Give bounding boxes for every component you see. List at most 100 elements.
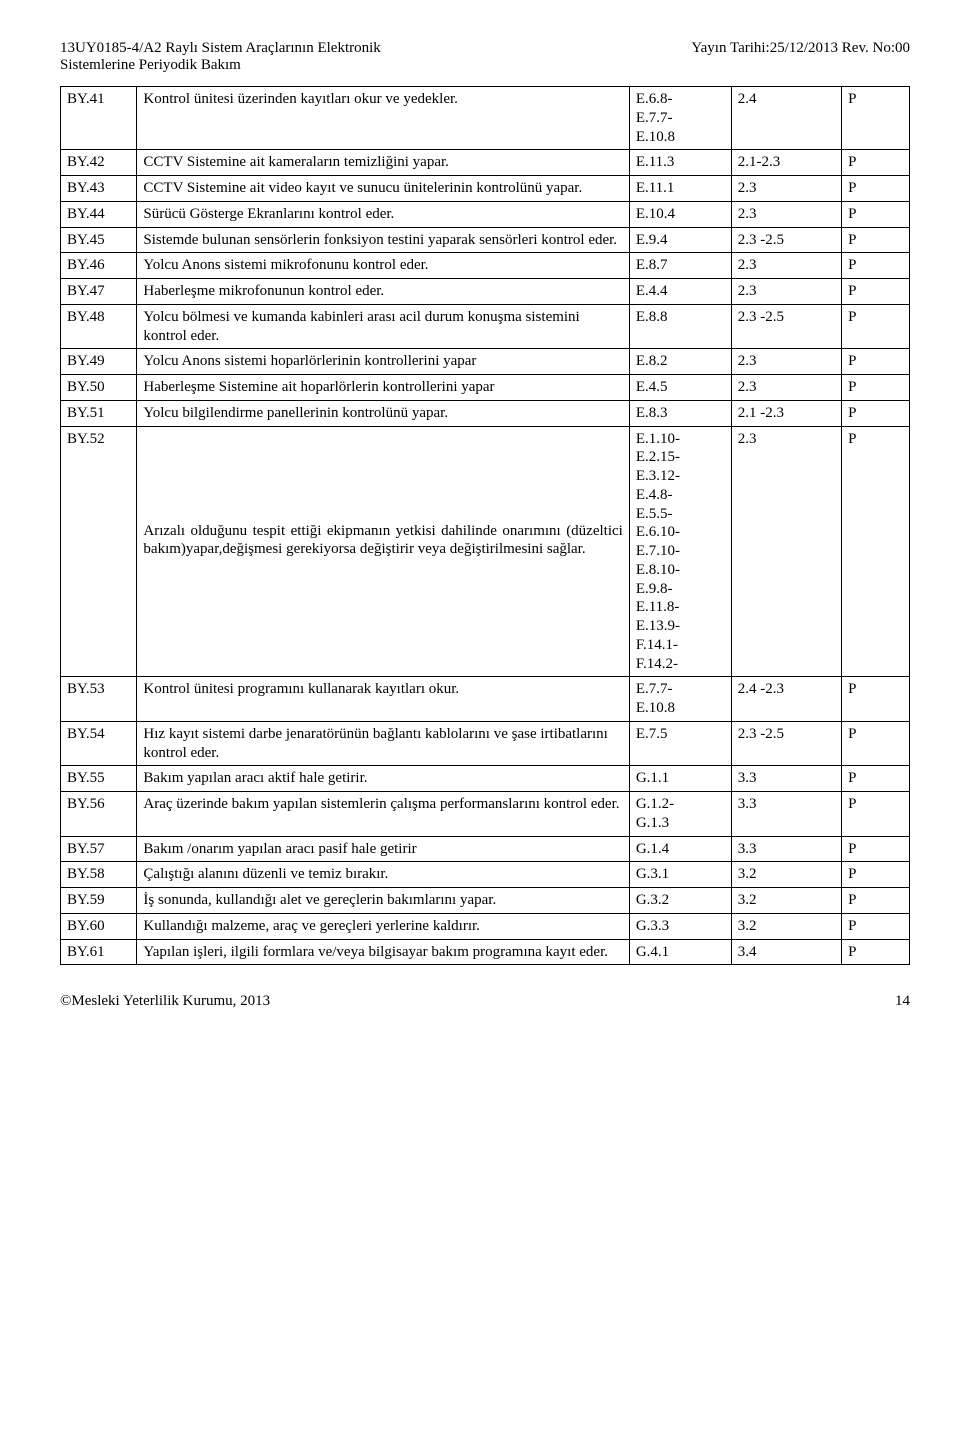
table-row: BY.47Haberleşme mikrofonunun kontrol ede… — [61, 279, 910, 305]
cell-desc: Yolcu Anons sistemi hoparlörlerinin kont… — [137, 349, 629, 375]
table-body: BY.41Kontrol ünitesi üzerinden kayıtları… — [61, 87, 910, 965]
page-header: 13UY0185-4/A2 Raylı Sistem Araçlarının E… — [60, 40, 910, 74]
cell-num: 2.3 — [731, 426, 841, 677]
table-row: BY.51Yolcu bilgilendirme panellerinin ko… — [61, 400, 910, 426]
cell-p: P — [842, 279, 910, 305]
header-left-line2: Sistemlerine Periyodik Bakım — [60, 57, 381, 74]
cell-num: 3.4 — [731, 939, 841, 965]
cell-num: 2.3 -2.5 — [731, 304, 841, 349]
main-table: BY.41Kontrol ünitesi üzerinden kayıtları… — [60, 86, 910, 965]
cell-num: 2.4 -2.3 — [731, 677, 841, 722]
cell-id: BY.52 — [61, 426, 137, 677]
header-right: Yayın Tarihi:25/12/2013 Rev. No:00 — [691, 40, 910, 74]
cell-p: P — [842, 862, 910, 888]
cell-p: P — [842, 150, 910, 176]
table-row: BY.42CCTV Sistemine ait kameraların temi… — [61, 150, 910, 176]
cell-id: BY.45 — [61, 227, 137, 253]
cell-ref: G.3.2 — [629, 888, 731, 914]
cell-num: 2.3 -2.5 — [731, 721, 841, 766]
cell-id: BY.57 — [61, 836, 137, 862]
cell-id: BY.42 — [61, 150, 137, 176]
table-row: BY.59İş sonunda, kullandığı alet ve gere… — [61, 888, 910, 914]
cell-desc: Çalıştığı alanını düzenli ve temiz bırak… — [137, 862, 629, 888]
cell-id: BY.59 — [61, 888, 137, 914]
cell-desc: Arızalı olduğunu tespit ettiği ekipmanın… — [137, 426, 629, 677]
cell-id: BY.58 — [61, 862, 137, 888]
cell-desc: Hız kayıt sistemi darbe jenaratörünün ba… — [137, 721, 629, 766]
cell-p: P — [842, 87, 910, 150]
cell-p: P — [842, 792, 910, 837]
cell-ref: G.4.1 — [629, 939, 731, 965]
cell-id: BY.43 — [61, 176, 137, 202]
cell-ref: E.8.7 — [629, 253, 731, 279]
cell-p: P — [842, 913, 910, 939]
cell-num: 2.3 -2.5 — [731, 227, 841, 253]
cell-id: BY.61 — [61, 939, 137, 965]
cell-num: 2.3 — [731, 279, 841, 305]
cell-ref: E.10.4 — [629, 201, 731, 227]
cell-ref: G.1.4 — [629, 836, 731, 862]
cell-p: P — [842, 721, 910, 766]
cell-num: 2.3 — [731, 349, 841, 375]
footer-right: 14 — [895, 993, 910, 1010]
table-row: BY.41Kontrol ünitesi üzerinden kayıtları… — [61, 87, 910, 150]
table-row: BY.50Haberleşme Sistemine ait hoparlörle… — [61, 375, 910, 401]
table-row: BY.56Araç üzerinde bakım yapılan sisteml… — [61, 792, 910, 837]
cell-ref: G.1.1 — [629, 766, 731, 792]
cell-id: BY.53 — [61, 677, 137, 722]
cell-p: P — [842, 304, 910, 349]
cell-num: 2.3 — [731, 201, 841, 227]
cell-ref: E.1.10- E.2.15- E.3.12- E.4.8- E.5.5- E.… — [629, 426, 731, 677]
cell-desc: Yolcu bölmesi ve kumanda kabinleri arası… — [137, 304, 629, 349]
cell-desc: Yapılan işleri, ilgili formlara ve/veya … — [137, 939, 629, 965]
table-row: BY.54Hız kayıt sistemi darbe jenaratörün… — [61, 721, 910, 766]
cell-id: BY.44 — [61, 201, 137, 227]
cell-p: P — [842, 201, 910, 227]
cell-desc: Araç üzerinde bakım yapılan sistemlerin … — [137, 792, 629, 837]
cell-num: 3.2 — [731, 862, 841, 888]
cell-p: P — [842, 349, 910, 375]
cell-num: 2.3 — [731, 176, 841, 202]
cell-desc: Kontrol ünitesi üzerinden kayıtları okur… — [137, 87, 629, 150]
cell-p: P — [842, 253, 910, 279]
table-row: BY.53Kontrol ünitesi programını kullanar… — [61, 677, 910, 722]
cell-num: 3.3 — [731, 766, 841, 792]
cell-desc: Sürücü Gösterge Ekranlarını kontrol eder… — [137, 201, 629, 227]
cell-num: 2.1-2.3 — [731, 150, 841, 176]
cell-num: 3.3 — [731, 792, 841, 837]
cell-ref: G.3.3 — [629, 913, 731, 939]
cell-ref: E.4.5 — [629, 375, 731, 401]
cell-id: BY.47 — [61, 279, 137, 305]
cell-id: BY.54 — [61, 721, 137, 766]
cell-desc: CCTV Sistemine ait kameraların temizliği… — [137, 150, 629, 176]
cell-desc: Haberleşme Sistemine ait hoparlörlerin k… — [137, 375, 629, 401]
cell-p: P — [842, 176, 910, 202]
cell-p: P — [842, 888, 910, 914]
page-footer: ©Mesleki Yeterlilik Kurumu, 2013 14 — [60, 993, 910, 1010]
cell-p: P — [842, 766, 910, 792]
table-row: BY.43CCTV Sistemine ait video kayıt ve s… — [61, 176, 910, 202]
table-row: BY.44Sürücü Gösterge Ekranlarını kontrol… — [61, 201, 910, 227]
cell-desc: Haberleşme mikrofonunun kontrol eder. — [137, 279, 629, 305]
cell-num: 2.3 — [731, 375, 841, 401]
cell-num: 3.3 — [731, 836, 841, 862]
cell-desc: Yolcu bilgilendirme panellerinin kontrol… — [137, 400, 629, 426]
cell-num: 2.4 — [731, 87, 841, 150]
header-left: 13UY0185-4/A2 Raylı Sistem Araçlarının E… — [60, 40, 381, 74]
footer-left: ©Mesleki Yeterlilik Kurumu, 2013 — [60, 993, 270, 1010]
cell-id: BY.55 — [61, 766, 137, 792]
table-row: BY.55Bakım yapılan aracı aktif hale geti… — [61, 766, 910, 792]
cell-id: BY.56 — [61, 792, 137, 837]
cell-num: 2.3 — [731, 253, 841, 279]
table-row: BY.48Yolcu bölmesi ve kumanda kabinleri … — [61, 304, 910, 349]
cell-id: BY.41 — [61, 87, 137, 150]
header-left-line1: 13UY0185-4/A2 Raylı Sistem Araçlarının E… — [60, 40, 381, 57]
cell-id: BY.49 — [61, 349, 137, 375]
cell-p: P — [842, 400, 910, 426]
cell-ref: G.3.1 — [629, 862, 731, 888]
cell-desc: Sistemde bulunan sensörlerin fonksiyon t… — [137, 227, 629, 253]
cell-ref: E.8.2 — [629, 349, 731, 375]
cell-id: BY.46 — [61, 253, 137, 279]
cell-num: 3.2 — [731, 888, 841, 914]
cell-id: BY.50 — [61, 375, 137, 401]
